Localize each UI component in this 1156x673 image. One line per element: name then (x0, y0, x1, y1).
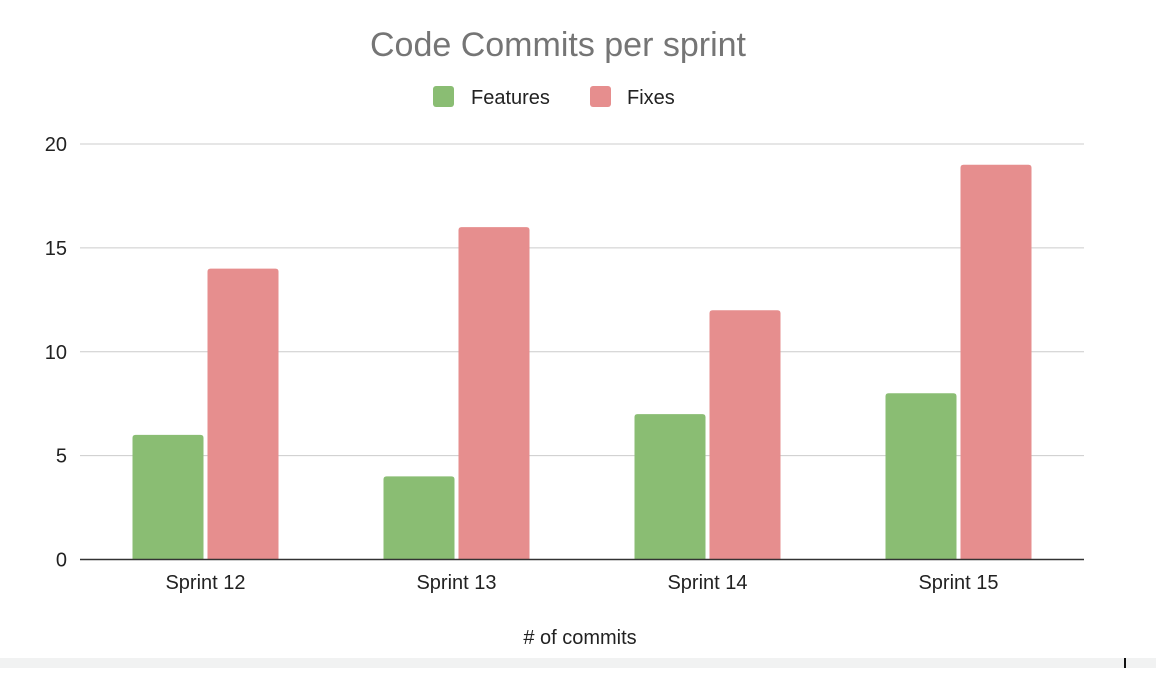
bar-fixes-sprint-12[interactable] (207, 268, 279, 560)
bar-fixes-sprint-13[interactable] (458, 227, 530, 560)
legend: Features Fixes (433, 86, 675, 109)
bar-fixes-sprint-15[interactable] (960, 164, 1032, 560)
x-tick-label: Sprint 13 (416, 572, 496, 594)
bar-features-sprint-13[interactable] (383, 476, 455, 560)
x-axis-ticks: Sprint 12 Sprint 13 Sprint 14 Sprint 15 (165, 572, 998, 594)
y-tick-label: 10 (45, 342, 67, 364)
bar-features-sprint-12[interactable] (132, 434, 204, 560)
bottom-strip (0, 658, 1156, 668)
edge-marker (1124, 658, 1126, 668)
x-tick-label: Sprint 15 (918, 572, 998, 594)
y-axis-ticks: 0 5 10 15 20 (45, 134, 67, 572)
chart-title: Code Commits per sprint (370, 26, 747, 64)
bar-features-sprint-15[interactable] (885, 393, 957, 560)
x-tick-label: Sprint 14 (667, 572, 747, 594)
legend-label-fixes: Fixes (627, 87, 675, 109)
y-tick-label: 5 (56, 446, 67, 468)
legend-swatch-features (433, 86, 454, 107)
x-tick-label: Sprint 12 (165, 572, 245, 594)
y-tick-label: 20 (45, 134, 67, 156)
y-tick-label: 15 (45, 238, 67, 260)
bars (132, 164, 1032, 560)
y-tick-label: 0 (56, 550, 67, 572)
bar-fixes-sprint-14[interactable] (709, 310, 781, 560)
x-axis-title: # of commits (523, 627, 636, 649)
bar-features-sprint-14[interactable] (634, 414, 706, 560)
legend-label-features: Features (471, 87, 550, 109)
legend-swatch-fixes (590, 86, 611, 107)
